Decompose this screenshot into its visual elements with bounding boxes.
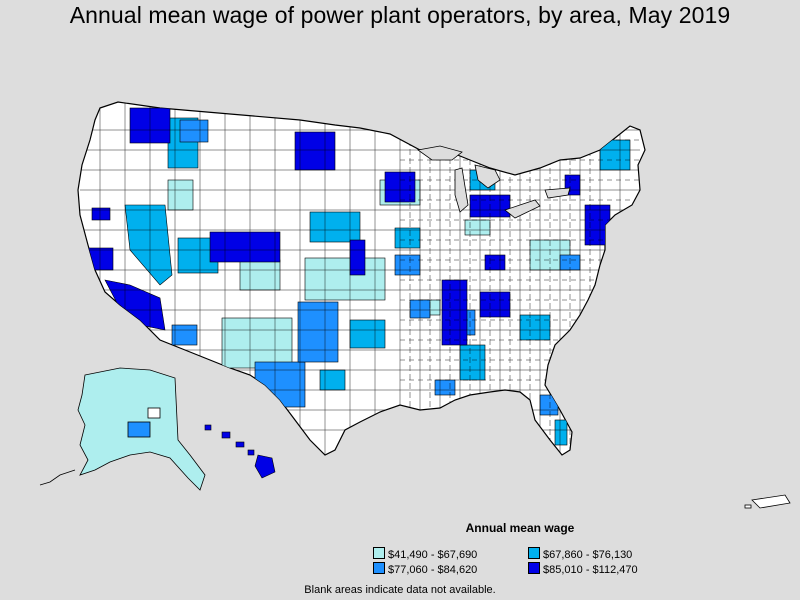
map-title: Annual mean wage of power plant operator… [69,2,731,28]
great-lakes [416,145,571,219]
puerto-rico [744,494,791,509]
contiguous-us [77,101,646,456]
areas-tier-3 [171,119,581,416]
legend-label-3: $77,060 - $84,620 [388,564,478,576]
legend-swatch-3 [373,562,385,574]
area-boundaries [80,102,640,455]
legend-item-4: $85,010 - $112,470 [528,562,638,577]
legend-title: Annual mean wage [465,521,575,535]
legend-swatch-1 [373,547,385,559]
areas-tier-2 [124,117,631,446]
hawaii [204,424,276,479]
legend-swatch-2 [528,547,540,559]
legend-item-3: $77,060 - $84,620 [373,562,477,577]
legend-label-2: $67,860 - $76,130 [543,549,633,561]
legend-item-1: $41,490 - $67,690 [373,547,477,562]
legend-item-2: $67,860 - $76,130 [528,547,632,562]
legend-swatch-4 [528,562,540,574]
legend-label-4: $85,010 - $112,470 [543,564,638,576]
alaska [39,367,206,491]
legend-label-1: $41,490 - $67,690 [388,549,478,561]
footnote: Blank areas indicate data not available. [304,584,496,596]
